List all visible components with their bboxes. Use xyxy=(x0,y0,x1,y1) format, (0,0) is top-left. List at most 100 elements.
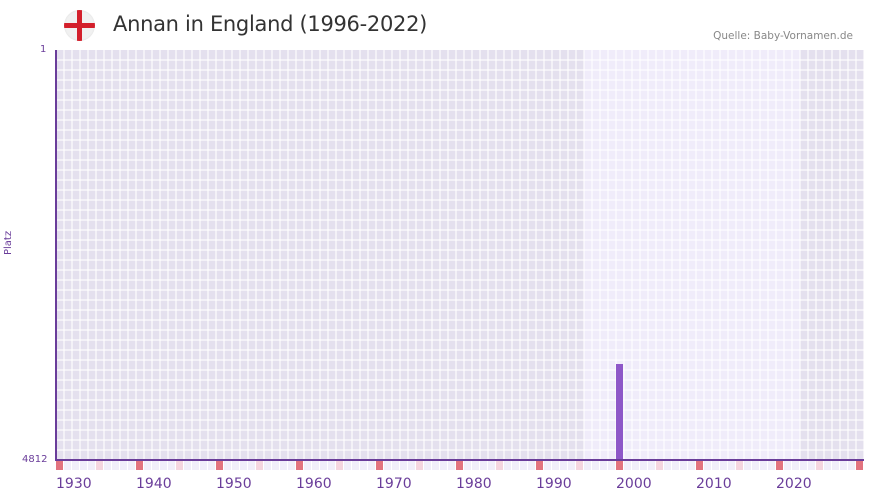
decade-marker xyxy=(56,461,63,470)
year-marker xyxy=(664,461,671,470)
half-decade-marker xyxy=(576,461,583,470)
year-marker xyxy=(672,461,679,470)
grid-line-vertical xyxy=(759,50,761,460)
grid-line-vertical xyxy=(159,50,161,460)
grid-line-vertical xyxy=(215,50,217,460)
grid-line-horizontal xyxy=(56,69,864,71)
x-tick-label: 2010 xyxy=(696,476,732,492)
grid-line-horizontal xyxy=(56,179,864,181)
year-marker xyxy=(704,461,711,470)
decade-marker xyxy=(376,461,383,470)
grid-line-vertical xyxy=(823,50,825,460)
x-axis-line xyxy=(56,459,864,461)
grid-line-vertical xyxy=(119,50,121,460)
year-marker xyxy=(464,461,471,470)
x-tick-label: 2020 xyxy=(776,476,812,492)
year-marker xyxy=(800,461,807,470)
grid-line-vertical xyxy=(575,50,577,460)
grid-line-vertical xyxy=(631,50,633,460)
grid-line-vertical xyxy=(431,50,433,460)
grid-line-vertical xyxy=(271,50,273,460)
half-decade-marker xyxy=(336,461,343,470)
grid-line-horizontal xyxy=(56,169,864,171)
year-marker xyxy=(784,461,791,470)
year-marker xyxy=(240,461,247,470)
year-marker xyxy=(112,461,119,470)
grid-line-vertical xyxy=(335,50,337,460)
source-credit: Quelle: Baby-Vornamen.de xyxy=(713,30,853,42)
grid-line-vertical xyxy=(191,50,193,460)
grid-line-horizontal xyxy=(56,219,864,221)
grid-line-vertical xyxy=(551,50,553,460)
england-flag-icon xyxy=(64,10,95,41)
grid-line-vertical xyxy=(455,50,457,460)
year-marker xyxy=(728,461,735,470)
year-marker xyxy=(144,461,151,470)
half-decade-marker xyxy=(96,461,103,470)
grid-line-vertical xyxy=(479,50,481,460)
grid-line-vertical xyxy=(343,50,345,460)
x-tick-label: 1960 xyxy=(296,476,332,492)
year-marker xyxy=(88,461,95,470)
year-marker xyxy=(744,461,751,470)
year-marker xyxy=(80,461,87,470)
year-marker xyxy=(272,461,279,470)
year-marker xyxy=(152,461,159,470)
grid-line-vertical xyxy=(767,50,769,460)
grid-line-horizontal xyxy=(56,269,864,271)
grid-line-vertical xyxy=(447,50,449,460)
year-marker xyxy=(160,461,167,470)
year-marker xyxy=(168,461,175,470)
grid-line-horizontal xyxy=(56,439,864,441)
half-decade-marker xyxy=(176,461,183,470)
grid-line-vertical xyxy=(503,50,505,460)
half-decade-marker xyxy=(656,461,663,470)
year-marker xyxy=(552,461,559,470)
year-marker xyxy=(488,461,495,470)
year-marker xyxy=(680,461,687,470)
grid-line-vertical xyxy=(623,50,625,460)
year-marker xyxy=(352,461,359,470)
x-tick-label: 1950 xyxy=(216,476,252,492)
grid-line-vertical xyxy=(71,50,73,460)
grid-line-horizontal xyxy=(56,239,864,241)
grid-line-vertical xyxy=(687,50,689,460)
grid-line-horizontal xyxy=(56,229,864,231)
year-marker xyxy=(392,461,399,470)
grid-line-vertical xyxy=(287,50,289,460)
grid-line-vertical xyxy=(375,50,377,460)
grid-line-vertical xyxy=(207,50,209,460)
half-decade-marker xyxy=(496,461,503,470)
year-marker xyxy=(792,461,799,470)
grid-line-vertical xyxy=(135,50,137,460)
grid-line-vertical xyxy=(831,50,833,460)
data-bar-2000[interactable] xyxy=(616,364,623,460)
grid-line-horizontal xyxy=(56,369,864,371)
year-marker xyxy=(432,461,439,470)
half-decade-marker xyxy=(416,461,423,470)
grid-line-horizontal xyxy=(56,409,864,411)
year-marker xyxy=(344,461,351,470)
year-marker xyxy=(840,461,847,470)
year-marker xyxy=(624,461,631,470)
year-marker xyxy=(568,461,575,470)
grid-line-horizontal xyxy=(56,339,864,341)
year-marker xyxy=(104,461,111,470)
grid-line-vertical xyxy=(799,50,801,460)
grid-line-horizontal xyxy=(56,389,864,391)
grid-line-vertical xyxy=(727,50,729,460)
grid-line-vertical xyxy=(543,50,545,460)
grid-line-vertical xyxy=(583,50,585,460)
grid-line-horizontal xyxy=(56,109,864,111)
year-marker xyxy=(440,461,447,470)
grid-line-vertical xyxy=(527,50,529,460)
year-marker xyxy=(64,461,71,470)
grid-line-vertical xyxy=(511,50,513,460)
year-marker xyxy=(120,461,127,470)
year-marker xyxy=(528,461,535,470)
year-marker xyxy=(288,461,295,470)
half-decade-marker xyxy=(256,461,263,470)
year-marker xyxy=(224,461,231,470)
grid-line-vertical xyxy=(495,50,497,460)
grid-line-horizontal xyxy=(56,419,864,421)
